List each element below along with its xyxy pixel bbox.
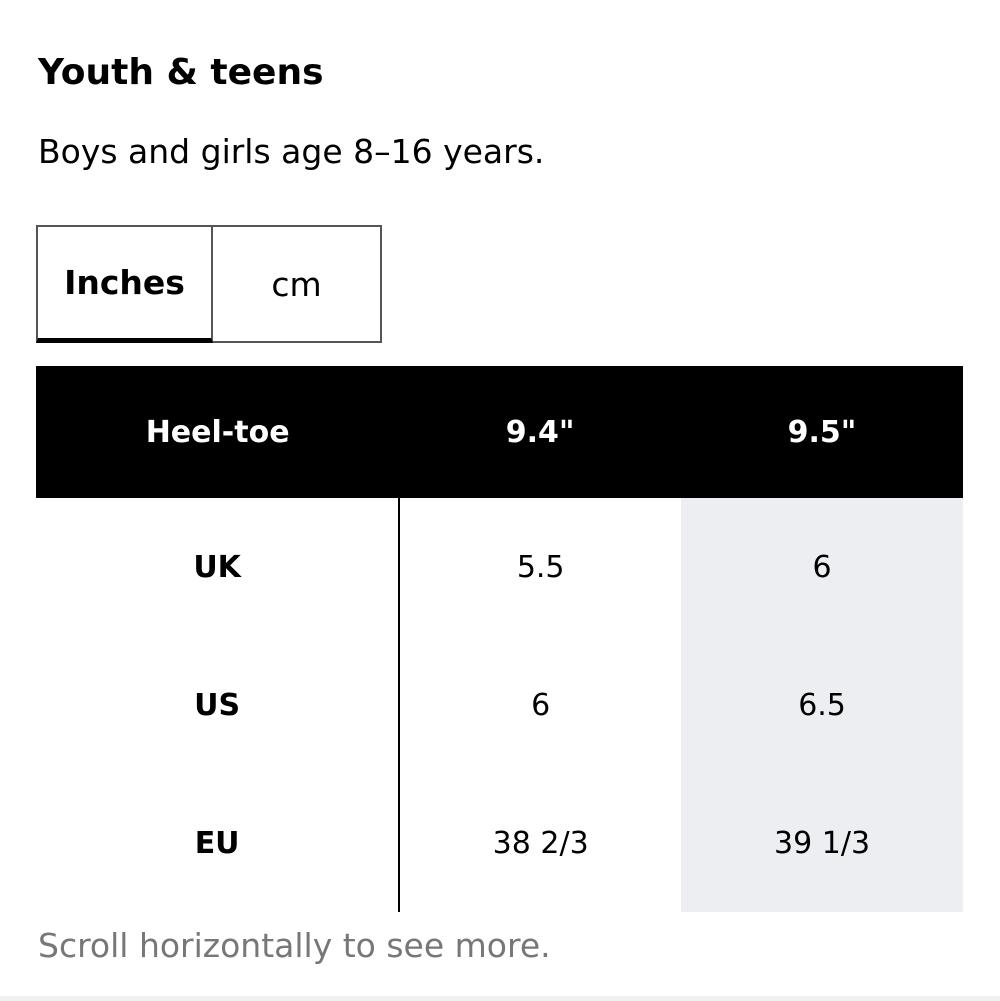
title: Youth & teens (38, 52, 324, 93)
cell: 6 (681, 498, 963, 636)
row-label: US (36, 636, 401, 774)
row-label: UK (36, 498, 401, 636)
header-cell: 9.5" (681, 366, 963, 498)
cell: 39 1/3 (681, 774, 963, 912)
tab[interactable]: cm (213, 225, 382, 343)
divider (0, 996, 1000, 1001)
row-label: EU (36, 774, 401, 912)
table-row: US 6 6.5 (36, 636, 963, 774)
header-row: Heel-toe 9.4" 9.5" (36, 366, 963, 498)
table-row: UK 5.5 6 (36, 498, 963, 636)
header-cell: Heel-toe (36, 366, 400, 498)
unit-tabs: Inches cm (36, 225, 382, 343)
tab[interactable]: Inches (36, 225, 213, 343)
cell: 38 2/3 (492, 825, 589, 861)
size-table: Heel-toe 9.4" 9.5" UK 5.5 6 US 6 6.5 EU 38 2/3 39 … (36, 366, 964, 912)
cell: 5.5 (516, 549, 565, 585)
table-row: EU 38 2/3 39 1/3 (36, 774, 963, 912)
cell: 6.5 (681, 636, 963, 774)
cell: 6 (531, 687, 551, 723)
header-cell: 9.4" (399, 366, 682, 498)
table-body: UK 5.5 6 US 6 6.5 EU 38 2/3 39 1/3 (36, 498, 963, 912)
subtitle: Boys and girls age 8–16 years. (38, 132, 545, 171)
scroll-note: Scroll horizontally to see more. (38, 926, 551, 965)
